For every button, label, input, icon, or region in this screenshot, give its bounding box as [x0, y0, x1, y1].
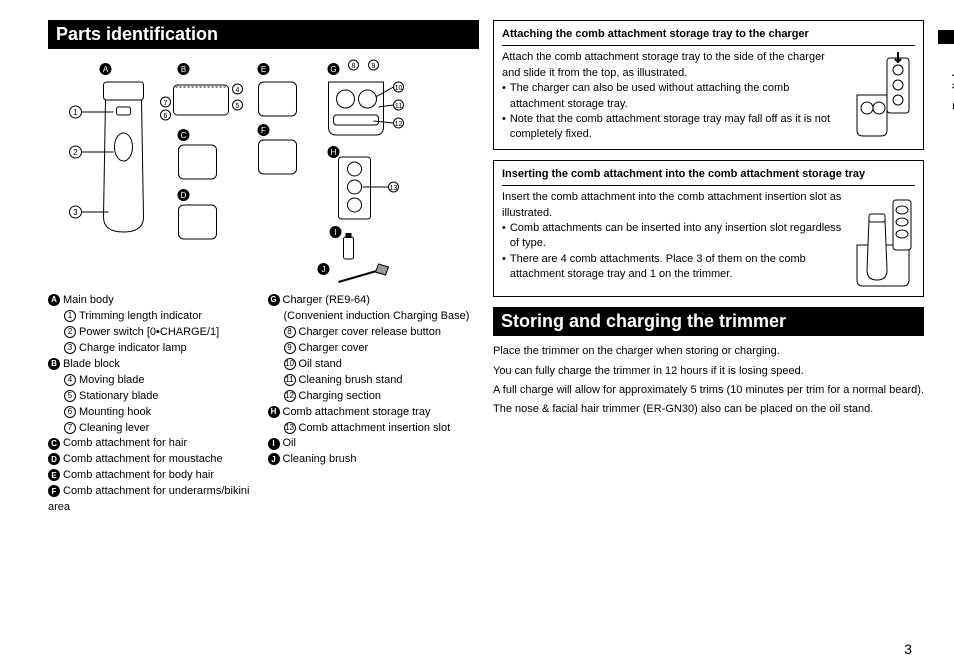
svg-text:D: D: [181, 191, 187, 200]
box2-title: Inserting the comb attachment into the c…: [502, 167, 915, 186]
parts-id-header: Parts identification: [48, 20, 479, 49]
box1-illustration: [851, 50, 915, 142]
page-number: 3: [904, 641, 912, 657]
part-G-label: Charger (RE9-64): [283, 294, 370, 306]
part-B-label: Blade block: [63, 358, 120, 370]
part-6: Mounting hook: [79, 406, 151, 418]
part-13: Comb attachment insertion slot: [299, 422, 451, 434]
part-C-label: Comb attachment for hair: [63, 437, 187, 449]
part-A-label: Main body: [63, 294, 114, 306]
box-inserting-comb: Inserting the comb attachment into the c…: [493, 160, 924, 297]
page-content: Parts identification A 1 2 3 B: [48, 20, 924, 651]
box1-bullet-2: Note that the comb attachment storage tr…: [510, 112, 845, 143]
svg-text:5: 5: [236, 103, 240, 110]
parts-legend: AMain body 1Trimming length indicator 2P…: [48, 293, 479, 516]
svg-text:J: J: [322, 265, 326, 274]
svg-text:4: 4: [236, 87, 240, 94]
part-10: Oil stand: [299, 358, 342, 370]
part-7: Cleaning lever: [79, 422, 149, 434]
box2-illustration: [851, 190, 915, 290]
part-4: Moving blade: [79, 374, 144, 386]
svg-text:E: E: [261, 65, 266, 74]
parts-diagram-svg: A 1 2 3 B 7 6 4 5 C: [48, 57, 479, 287]
part-F-label: Comb attachment for underarms/bikini are…: [48, 485, 249, 513]
parts-diagram: A 1 2 3 B 7 6 4 5 C: [48, 57, 479, 287]
part-2: Power switch [0•CHARGE/1]: [79, 326, 219, 338]
part-5: Stationary blade: [79, 390, 159, 402]
svg-text:A: A: [103, 65, 109, 74]
svg-text:11: 11: [395, 103, 402, 110]
svg-text:8: 8: [352, 63, 356, 70]
box1-intro: Attach the comb attachment storage tray …: [502, 50, 845, 81]
svg-text:6: 6: [164, 113, 168, 120]
part-12: Charging section: [299, 390, 382, 402]
svg-text:7: 7: [164, 100, 168, 107]
svg-text:3: 3: [73, 208, 78, 217]
svg-text:F: F: [261, 126, 266, 135]
svg-text:G: G: [330, 65, 336, 74]
part-9: Charger cover: [299, 342, 369, 354]
part-H-label: Comb attachment storage tray: [283, 406, 431, 418]
svg-text:9: 9: [372, 63, 376, 70]
box2-intro: Insert the comb attachment into the comb…: [502, 190, 845, 221]
svg-text:13: 13: [390, 185, 398, 192]
part-1: Trimming length indicator: [79, 310, 202, 322]
part-3: Charge indicator lamp: [79, 342, 187, 354]
svg-text:2: 2: [73, 148, 78, 157]
part-D-label: Comb attachment for moustache: [63, 453, 223, 465]
storing-header: Storing and charging the trimmer: [493, 307, 924, 336]
svg-text:12: 12: [395, 121, 403, 128]
lang-indicator-tab: [938, 30, 954, 44]
part-I-label: Oil: [283, 437, 296, 449]
box-attaching-tray: Attaching the comb attachment storage tr…: [493, 20, 924, 150]
left-column: Parts identification A 1 2 3 B: [48, 20, 479, 651]
part-11: Cleaning brush stand: [299, 374, 403, 386]
part-G-sub: (Convenient induction Charging Base): [284, 310, 470, 322]
storing-p1: Place the trimmer on the charger when st…: [493, 344, 924, 359]
part-J-label: Cleaning brush: [283, 453, 357, 465]
box2-bullet-2: There are 4 comb attachments. Place 3 of…: [510, 252, 845, 283]
box1-title: Attaching the comb attachment storage tr…: [502, 27, 915, 46]
storing-p2: You can fully charge the trimmer in 12 h…: [493, 364, 924, 379]
svg-text:B: B: [181, 65, 186, 74]
right-column: Attaching the comb attachment storage tr…: [493, 20, 924, 651]
parts-legend-col-2: GCharger (RE9-64) (Convenient induction …: [268, 293, 480, 516]
part-8: Charger cover release button: [299, 326, 441, 338]
box2-bullet-1: Comb attachments can be inserted into an…: [510, 221, 845, 252]
storing-p4: The nose & facial hair trimmer (ER-GN30)…: [493, 402, 924, 417]
svg-text:H: H: [331, 148, 337, 157]
svg-text:10: 10: [395, 85, 403, 92]
part-E-label: Comb attachment for body hair: [63, 469, 214, 481]
svg-text:1: 1: [73, 108, 78, 117]
svg-text:I: I: [334, 228, 336, 237]
storing-p3: A full charge will allow for approximate…: [493, 383, 924, 398]
parts-legend-col-1: AMain body 1Trimming length indicator 2P…: [48, 293, 260, 516]
box1-bullet-1: The charger can also be used without att…: [510, 81, 845, 112]
svg-text:C: C: [181, 131, 187, 140]
